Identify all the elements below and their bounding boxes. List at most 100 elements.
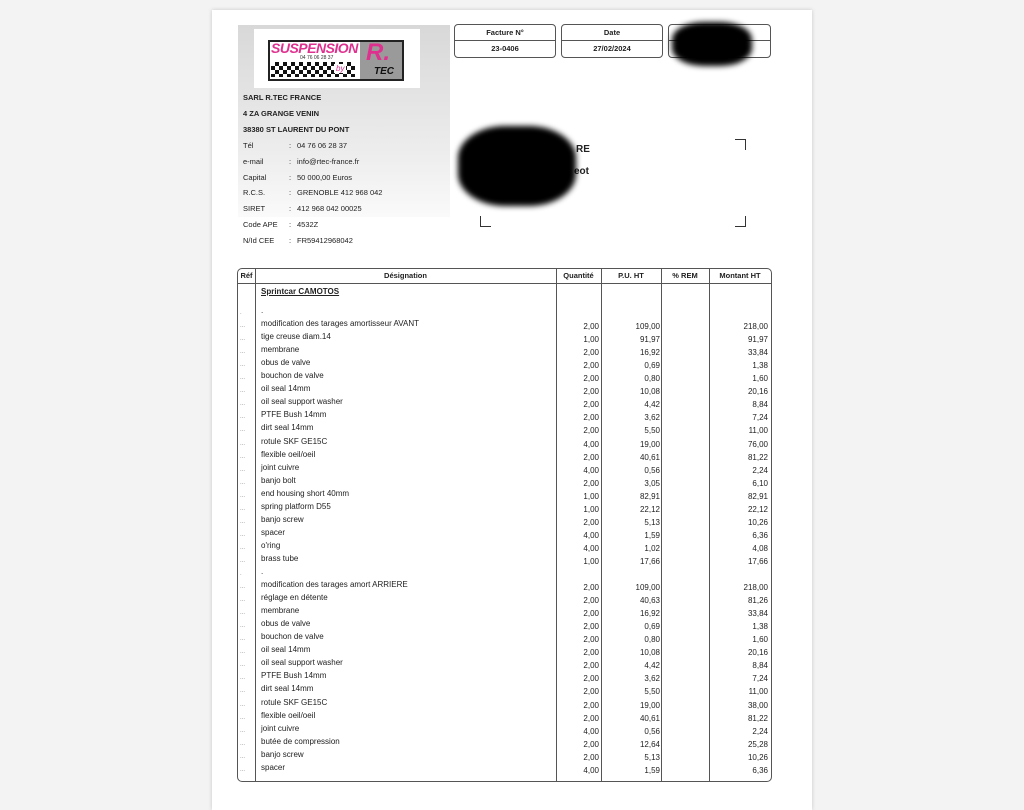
cell-amount: 33,84 [747,348,768,358]
cell-ref: ... [240,414,246,421]
cell-designation: bouchon de valve [261,371,324,381]
cell-quantity: 2,00 [583,400,599,410]
cell-designation: banjo bolt [261,475,296,485]
cell-unit-price: 1,59 [644,765,660,775]
cell-quantity: 2,00 [583,426,599,436]
table-row: ... banjo screw 2,00 5,13 10,26 [238,514,771,527]
table-row: ... banjo screw 2,00 5,13 10,26 [238,749,771,762]
cell-unit-price: 4,42 [644,400,660,410]
cell-ref: ... [240,740,246,747]
cell-designation: modification des tarages amort ARRIERE [261,580,408,590]
cell-ref: ... [240,727,246,734]
cell-quantity: 2,00 [583,648,599,658]
cell-quantity: 2,00 [583,583,599,593]
table-row: ... o'ring 4,00 1,02 4,08 [238,540,771,553]
cell-ref: ... [240,323,246,330]
cell-unit-price: 16,92 [639,348,660,358]
logo-by: by [334,64,347,73]
logo-brand: SUSPENSION [271,40,358,56]
redaction-mark [672,22,752,66]
cell-quantity: 1,00 [583,335,599,345]
table-row: ... joint cuivre 4,00 0,56 2,24 [238,723,771,736]
cell-quantity: 2,00 [583,752,599,762]
cell-amount: 1,38 [752,361,768,371]
cell-unit-price: 40,61 [639,713,660,723]
table-row: ... oil seal 14mm 2,00 10,08 20,16 [238,383,771,396]
table-row: ... flexible oeil/oeil 2,00 40,61 81,22 [238,449,771,462]
cell-ref: ... [240,388,246,395]
cell-quantity: 2,00 [583,361,599,371]
separator: : [289,141,292,150]
cell-amount: 81,26 [747,596,768,606]
cell-quantity: 2,00 [583,661,599,671]
cell-quantity: 4,00 [583,765,599,775]
cell-unit-price: 82,91 [639,491,660,501]
cell-ref: ... [240,623,246,630]
cell-ref: . [240,571,242,577]
cell-amount: 20,16 [747,387,768,397]
cell-designation: réglage en détente [261,593,328,603]
table-row: ... PTFE Bush 14mm 2,00 3,62 7,24 [238,409,771,422]
cell-unit-price: 5,50 [644,687,660,697]
cell-unit-price: 16,92 [639,609,660,619]
cell-amount: 76,00 [747,439,768,449]
cell-amount: 6,36 [752,530,768,540]
cell-ref: ... [240,375,246,382]
cell-designation: oil seal 14mm [261,645,311,655]
table-row: ... tige creuse diam.14 1,00 91,97 91,97 [238,331,771,344]
cell-quantity: 2,00 [583,713,599,723]
cell-quantity: 1,00 [583,556,599,566]
cell-unit-price: 3,62 [644,674,660,684]
cell-designation: butée de compression [261,736,340,746]
section-title: Sprintcar CAMOTOS [261,287,340,296]
table-row: ... bouchon de valve 2,00 0,80 1,60 [238,631,771,644]
cell-designation: obus de valve [261,619,311,629]
column-header-discount: % REM [672,271,698,280]
cell-quantity: 2,00 [583,635,599,645]
cell-amount: 1,60 [752,374,768,384]
cell-designation: modification des tarages amortisseur AVA… [261,319,419,329]
cell-unit-price: 0,69 [644,622,660,632]
cell-designation: dirt seal 14mm [261,423,314,433]
cell-ref: ... [240,557,246,564]
cell-unit-price: 0,69 [644,361,660,371]
cell-designation: dirt seal 14mm [261,684,314,694]
cell-designation: banjo screw [261,514,304,524]
cell-unit-price: 5,13 [644,752,660,762]
table-row: ... rotule SKF GE15C 2,00 19,00 38,00 [238,697,771,710]
cell-ref: ... [240,336,246,343]
invoice-number-label: Facture N° [455,25,555,41]
cell-quantity: 4,00 [583,530,599,540]
cell-quantity: 2,00 [583,452,599,462]
cell-amount: 82,91 [747,491,768,501]
table-row: ... butée de compression 2,00 12,64 25,28 [238,736,771,749]
cell-designation: banjo screw [261,749,304,759]
cell-amount: 10,26 [747,752,768,762]
column-divider [556,269,557,781]
date-box: Date 27/02/2024 [561,24,663,58]
cell-unit-price: 40,63 [639,596,660,606]
separator: : [289,220,292,229]
cell-designation: spacer [261,762,286,772]
cell-ref: ... [240,453,246,460]
cell-amount: 25,28 [747,739,768,749]
sender-address1: 4 ZA GRANGE VENIN [243,109,319,118]
cell-ref: ... [240,597,246,604]
cell-ref: ... [240,505,246,512]
sender-field-value: 4532Z [297,220,319,229]
invoice-number-value: 23-0406 [491,44,519,53]
cell-unit-price: 17,66 [639,556,660,566]
cell-quantity: 2,00 [583,517,599,527]
table-row: ... brass tube 1,00 17,66 17,66 [238,553,771,566]
separator: : [289,204,292,214]
cell-quantity: 1,00 [583,504,599,514]
cell-unit-price: 3,62 [644,413,660,423]
cell-ref: ... [240,662,246,669]
cell-unit-price: 5,13 [644,517,660,527]
cell-quantity: 4,00 [583,439,599,449]
cell-ref: ... [240,675,246,682]
sender-field-label: N/Id CEE [243,235,275,245]
cell-unit-price: 109,00 [635,583,660,593]
address-window-corner [480,216,491,227]
cell-unit-price: 109,00 [635,322,660,332]
